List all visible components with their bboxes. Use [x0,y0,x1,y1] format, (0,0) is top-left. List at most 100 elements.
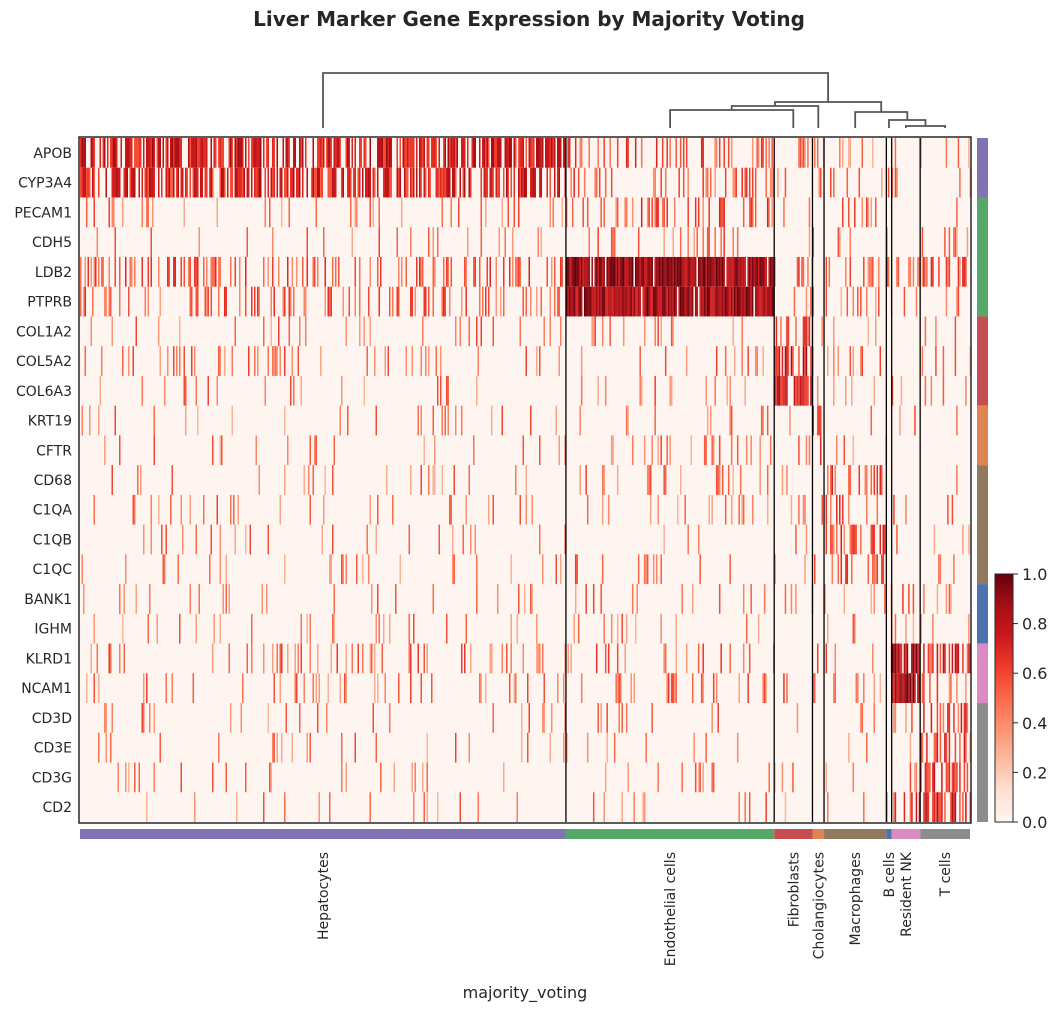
expression-cell [563,673,565,704]
expression-cell [708,227,710,257]
expression-cell [521,703,523,733]
expression-cell [423,435,425,466]
expression-cell [639,256,641,287]
expression-cell [279,673,281,704]
expression-cell [954,346,957,376]
expression-cell [727,256,730,287]
expression-cell [763,286,766,317]
expression-cell [805,435,808,466]
expression-cell [102,256,104,287]
expression-cell [212,435,214,466]
expression-cell [525,346,527,376]
expression-cell [257,138,259,168]
expression-cell [513,673,515,704]
expression-cell [894,792,897,822]
expression-cell [873,465,876,495]
expression-cell [837,346,840,376]
expression-cell [165,138,167,168]
expression-cell [429,167,431,198]
expression-cell [539,167,541,198]
expression-cell [81,405,83,436]
expression-cell [551,703,553,733]
expression-cell [507,138,509,168]
expression-cell [821,494,823,525]
expression-cell [633,286,635,317]
expression-cell [534,167,536,198]
expression-cell [873,554,876,585]
expression-cell [917,643,919,674]
expression-cell [760,405,763,436]
expression-cell [278,256,280,287]
cell-group-swatch [774,829,813,839]
expression-cell [518,167,520,198]
expression-cell [531,138,533,168]
expression-cell [176,138,178,168]
gene-group-swatch [977,643,988,704]
expression-cell [784,167,787,198]
heatmap-frame [78,136,972,824]
expression-cell [219,554,221,585]
expression-cell [735,167,737,198]
expression-cell [266,584,268,614]
expression-cell [398,167,400,198]
expression-cell [774,375,776,406]
expression-cell [479,138,481,168]
expression-cell [768,197,770,228]
expression-cell [329,554,331,585]
expression-cell [533,167,535,198]
expression-cell [766,286,769,317]
expression-cell [625,256,628,287]
expression-cell [615,286,617,317]
expression-cell [742,494,745,525]
expression-cell [326,138,328,168]
expression-cell [236,792,238,822]
expression-cell [666,286,668,317]
expression-cell [854,197,856,228]
expression-cell [359,316,361,347]
expression-cell [675,138,677,168]
expression-cell [834,643,837,674]
expression-cell [945,584,948,614]
expression-cell [483,138,485,168]
expression-cell [476,584,478,614]
expression-cell [667,673,670,704]
expression-cell [420,256,422,287]
expression-cell [354,197,356,228]
expression-cell [872,256,874,287]
expression-cell [264,197,266,228]
expression-cell [558,286,560,317]
expression-cell [945,256,948,287]
expression-cell [654,316,656,347]
expression-cell [441,465,443,495]
expression-cell [574,286,577,317]
expression-cell [697,762,700,793]
expression-cell [729,286,731,317]
expression-cell [580,375,583,406]
expression-cell [630,286,632,317]
x-axis-label: majority_voting [463,983,588,1003]
expression-cell [408,138,410,168]
expression-cell [198,227,200,257]
expression-cell [389,138,391,168]
expression-cell [404,167,406,198]
expression-cell [564,643,566,674]
expression-cell [956,405,958,436]
expression-cell [962,792,964,822]
expression-cell [717,286,719,317]
expression-cell [798,138,800,168]
expression-cell [183,346,185,376]
expression-cell [239,167,241,198]
expression-cell [778,346,781,376]
expression-cell [443,256,445,287]
expression-cell [129,256,131,287]
expression-cell [147,256,149,287]
expression-cell [378,197,380,228]
expression-cell [119,584,121,614]
expression-cell [726,256,728,287]
expression-cell [261,584,263,614]
expression-cell [807,375,809,406]
expression-cell [792,762,794,793]
expression-cell [191,286,193,317]
expression-cell [660,435,662,466]
expression-cell [146,167,148,198]
